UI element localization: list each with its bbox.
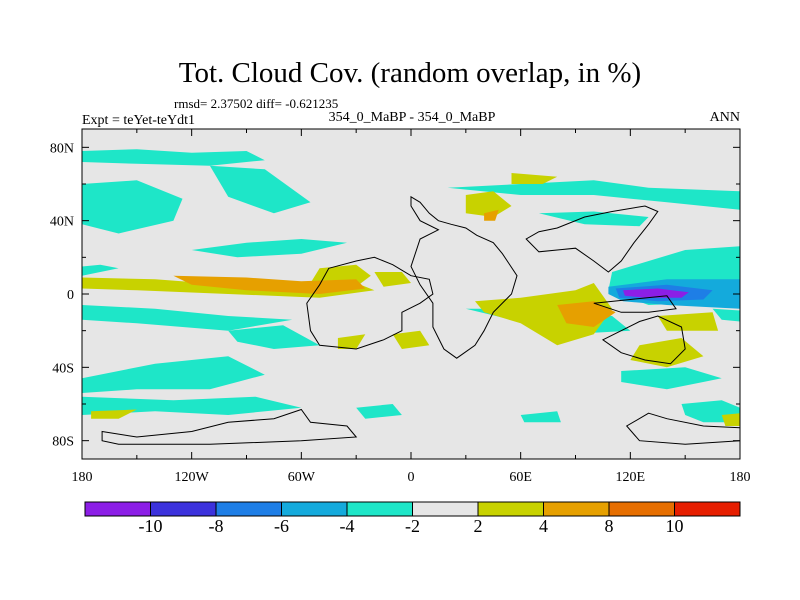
colorbar-label: 10 — [666, 516, 684, 536]
contour-region — [623, 288, 689, 298]
contour-region — [465, 191, 512, 217]
contour-region — [91, 409, 137, 419]
contour-region — [228, 325, 320, 349]
colorbar-swatch — [674, 501, 741, 517]
x-tick-label: 180 — [72, 470, 93, 485]
contour-region — [447, 180, 740, 210]
colorbar-swatch — [346, 501, 413, 517]
colorbar-swatch — [84, 501, 151, 517]
contour-region — [392, 330, 430, 349]
y-tick-label: 0 — [67, 288, 74, 303]
contour-region — [721, 413, 740, 426]
colorbar-label: 2 — [474, 516, 483, 536]
continent-outline — [625, 412, 740, 445]
x-tick-label: 120W — [175, 470, 210, 485]
colorbar-label: 4 — [539, 516, 548, 536]
contour-region — [337, 334, 366, 349]
x-tick-label: 120E — [616, 470, 646, 485]
contour-region — [511, 173, 558, 184]
experiment-label: Expt = teYet-teYdt1 — [82, 113, 195, 128]
x-tick-label: 180 — [730, 470, 751, 485]
contour-region — [173, 275, 366, 294]
contour-region — [82, 356, 265, 393]
contour-region — [475, 283, 613, 346]
colorbar-swatch — [150, 501, 217, 517]
colorbar-swatch — [281, 501, 348, 517]
contour-region — [557, 301, 616, 327]
y-axis-labels: 80N 40N 0 40S 80S — [50, 141, 74, 449]
contour-region — [538, 211, 649, 227]
contour-region — [520, 411, 561, 423]
colorbar-swatch — [608, 501, 675, 517]
continent-outline — [525, 205, 659, 273]
continent-outline — [410, 195, 518, 359]
x-axis-labels: 180 120W 60W 0 60E 120E 180 — [72, 470, 751, 485]
x-tick-label: 60E — [509, 470, 532, 485]
season-label: ANN — [710, 110, 740, 125]
contour-region — [191, 239, 347, 258]
contour-fields — [82, 149, 740, 426]
colorbar-swatch — [477, 501, 544, 517]
y-tick-label: 80S — [52, 435, 74, 450]
colorbar-label: -2 — [405, 516, 420, 536]
colorbar — [84, 501, 741, 517]
contour-region — [374, 272, 411, 287]
colorbar-swatch — [543, 501, 610, 517]
contour-region — [82, 149, 265, 166]
contour-region — [82, 180, 183, 234]
continent-outline — [601, 315, 686, 365]
colorbar-swatch — [215, 501, 282, 517]
colorbar-swatch — [412, 501, 479, 517]
chart-title: Tot. Cloud Cov. (random overlap, in %) — [179, 57, 641, 89]
contour-region — [484, 209, 499, 221]
contour-region — [657, 312, 719, 331]
y-tick-label: 40S — [52, 361, 74, 376]
contour-region — [630, 338, 704, 368]
contour-region — [82, 305, 293, 331]
contour-region — [621, 367, 722, 390]
colorbar-label: -4 — [340, 516, 355, 536]
continent-outline — [306, 256, 434, 350]
colorbar-label: 8 — [605, 516, 614, 536]
colorbar-label: -6 — [274, 516, 289, 536]
contour-region — [209, 165, 311, 214]
colorbar-label: -10 — [139, 516, 163, 536]
period-label: 354_0_MaBP - 354_0_MaBP — [329, 110, 496, 125]
stats-label: rmsd= 2.37502 diff= -0.621235 — [174, 96, 338, 111]
contour-region — [356, 404, 402, 419]
colorbar-labels: -10 -8 -6 -4 -2 2 4 8 10 — [139, 516, 684, 536]
continent-outlines — [101, 195, 740, 445]
colorbar-label: -8 — [209, 516, 224, 536]
continent-outline — [593, 295, 677, 313]
y-tick-label: 40N — [50, 215, 74, 230]
x-tick-label: 0 — [408, 470, 415, 485]
contour-region — [82, 396, 302, 415]
x-tick-label: 60W — [288, 470, 316, 485]
contour-region — [82, 264, 119, 276]
y-tick-label: 80N — [50, 141, 74, 156]
axis-ticks — [81, 129, 741, 459]
contour-region — [712, 308, 740, 322]
continent-outline — [101, 408, 358, 445]
